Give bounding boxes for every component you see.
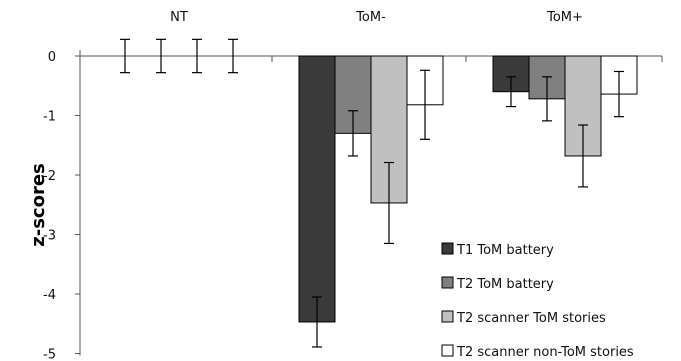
y-tick-label: -3 xyxy=(43,229,56,244)
error-bar xyxy=(192,38,202,74)
legend-swatch xyxy=(441,310,454,323)
y-tick-label: -4 xyxy=(43,288,56,303)
error-bar xyxy=(348,110,358,157)
error-bar xyxy=(384,161,394,245)
legend-label: T2 scanner non-ToM stories xyxy=(456,345,634,360)
y-axis-label: z-scores xyxy=(28,163,49,247)
legend-label: T2 scanner ToM stories xyxy=(456,311,606,326)
legend-label: T2 ToM battery xyxy=(456,277,554,292)
legend-item: T1 ToM battery xyxy=(441,242,554,258)
y-tick-label: -5 xyxy=(43,348,56,361)
legend-item: T2 scanner non-ToM stories xyxy=(441,344,634,360)
error-bar xyxy=(156,38,166,74)
category-label: ToM- xyxy=(355,10,386,25)
error-bar xyxy=(578,124,588,188)
y-tick-label: 0 xyxy=(48,50,56,65)
error-bar xyxy=(542,76,552,122)
legend-label: T1 ToM battery xyxy=(456,243,554,258)
error-bar xyxy=(506,76,516,108)
legend-swatch xyxy=(441,242,454,255)
category-label: NT xyxy=(170,10,188,25)
category-label: ToM+ xyxy=(546,10,583,25)
bar xyxy=(298,55,336,323)
error-bar xyxy=(420,69,430,140)
y-tick-label: -1 xyxy=(43,110,56,125)
legend-swatch xyxy=(441,344,454,357)
legend: T1 ToM battery T2 ToM battery T2 scanner T… xyxy=(441,242,634,360)
legend-item: T2 scanner ToM stories xyxy=(441,310,606,326)
bars xyxy=(120,38,638,348)
y-tick-label: -2 xyxy=(43,169,56,184)
legend-swatch xyxy=(441,276,454,289)
error-bar xyxy=(120,38,130,74)
error-bar xyxy=(228,38,238,74)
error-bar xyxy=(312,296,322,348)
error-bar xyxy=(614,70,624,118)
legend-item: T2 ToM battery xyxy=(441,276,554,292)
